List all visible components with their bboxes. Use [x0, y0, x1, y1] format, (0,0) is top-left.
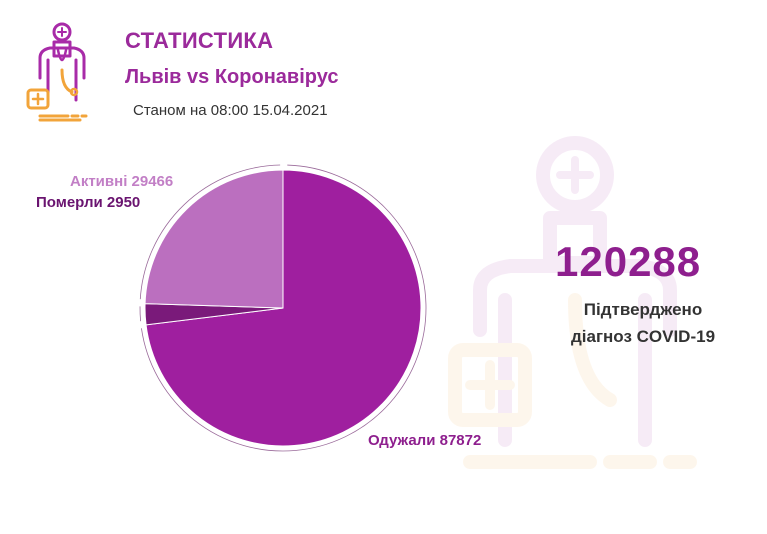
- pie-slice-3: [144, 169, 284, 309]
- caption-line-1: Підтверджено: [583, 300, 703, 319]
- pie-leader-2: [139, 306, 142, 322]
- page-subtitle: Львів vs Коронавірус: [125, 66, 339, 88]
- total-confirmed-caption: Підтверджено діагноз COVID-19: [548, 296, 738, 350]
- total-confirmed-value: 120288: [555, 238, 702, 285]
- pie-label-2: Померли 2950: [36, 194, 140, 211]
- pie-leader-1: [141, 164, 427, 452]
- pie-label-3: Активні 29466: [70, 173, 173, 190]
- doctor-icon: [26, 22, 88, 122]
- page-title: СТАТИСТИКА: [125, 28, 274, 53]
- pie-leader-3: [139, 164, 281, 300]
- pie-slice-1: [145, 169, 422, 447]
- caption-line-2: діагноз COVID-19: [570, 327, 716, 346]
- pie-label-1: Одужали 87872: [368, 432, 481, 449]
- as-of-timestamp: Станом на 08:00 15.04.2021: [133, 102, 328, 119]
